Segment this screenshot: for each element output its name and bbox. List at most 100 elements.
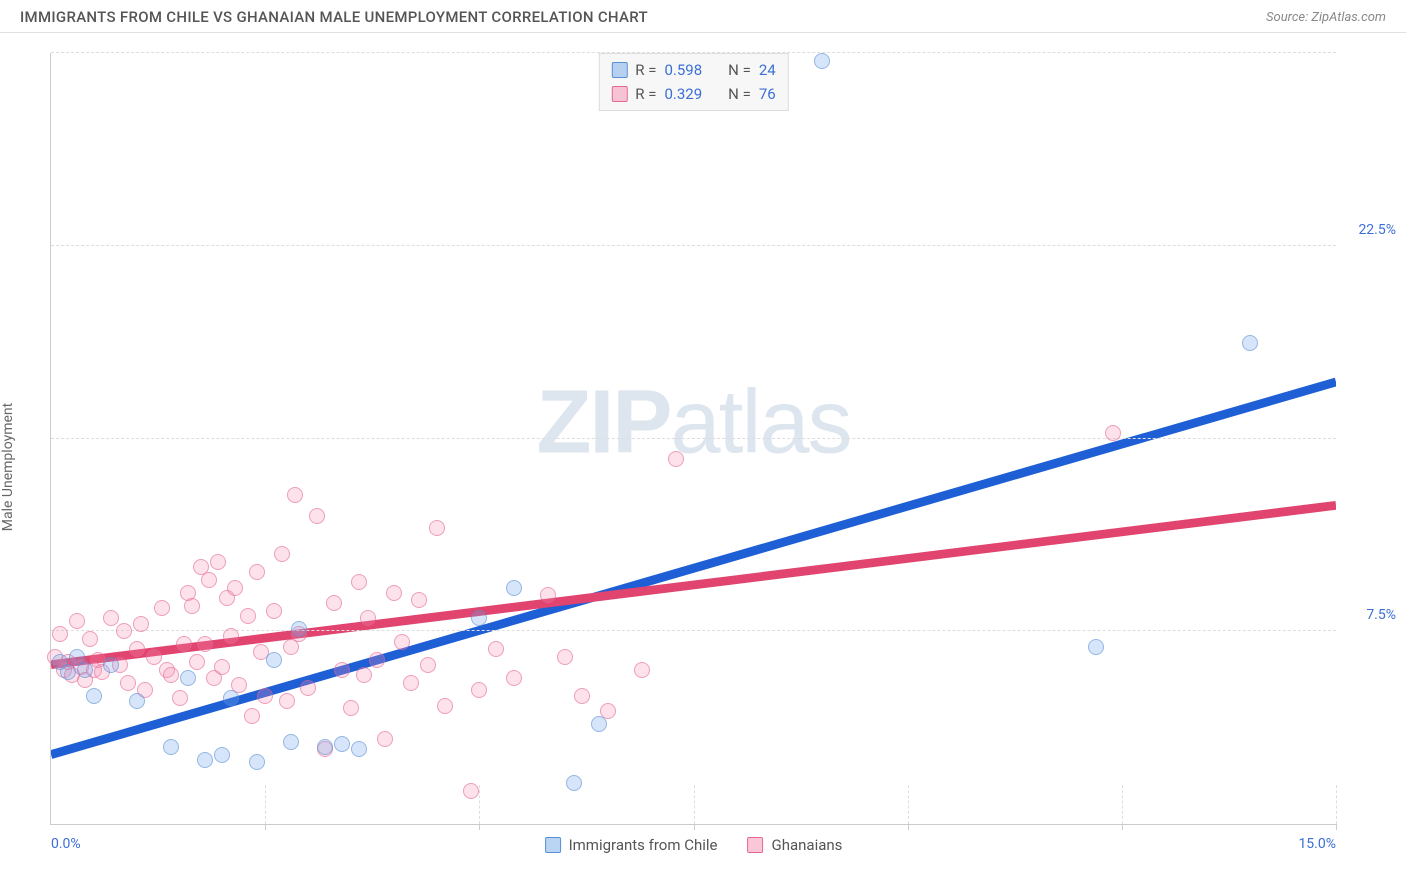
data-point <box>103 657 119 673</box>
data-point <box>176 636 192 652</box>
gridline-v <box>1336 785 1337 824</box>
data-point <box>351 574 367 590</box>
data-point <box>69 613 85 629</box>
data-point <box>249 754 265 770</box>
data-point <box>377 731 393 747</box>
data-point <box>223 628 239 644</box>
data-point <box>184 598 200 614</box>
data-point <box>129 693 145 709</box>
data-point <box>506 670 522 686</box>
legend-r-value: 0.329 <box>664 82 702 106</box>
chart-container: Male Unemployment ZIPatlas R = 0.598 N =… <box>0 33 1406 885</box>
gridline-h <box>51 245 1336 246</box>
data-point <box>351 741 367 757</box>
data-point <box>244 708 260 724</box>
data-point <box>266 603 282 619</box>
data-point <box>249 564 265 580</box>
x-tick <box>1336 824 1337 830</box>
data-point <box>214 659 230 675</box>
legend-n-label: N = <box>728 82 751 106</box>
data-point <box>360 610 376 626</box>
data-point <box>103 610 119 626</box>
gridline-h <box>51 52 1336 53</box>
data-point <box>566 775 582 791</box>
data-point <box>197 636 213 652</box>
gridline-h <box>51 438 1336 439</box>
data-point <box>334 736 350 752</box>
data-point <box>82 631 98 647</box>
gridline-v <box>479 785 480 824</box>
data-point <box>309 508 325 524</box>
legend-swatch <box>611 62 627 78</box>
watermark: ZIPatlas <box>536 372 850 475</box>
data-point <box>634 662 650 678</box>
data-point <box>86 688 102 704</box>
data-point <box>197 752 213 768</box>
data-point <box>154 600 170 616</box>
legend-top: R = 0.598 N = 24 R = 0.329 N = 76 <box>598 53 788 111</box>
data-point <box>471 682 487 698</box>
data-point <box>257 688 273 704</box>
data-point <box>189 654 205 670</box>
data-point <box>488 641 504 657</box>
trend-line <box>51 505 1336 664</box>
data-point <box>506 580 522 596</box>
data-point <box>201 572 217 588</box>
data-point <box>343 700 359 716</box>
data-point <box>116 623 132 639</box>
data-point <box>386 585 402 601</box>
data-point <box>133 616 149 632</box>
legend-label: Ghanaians <box>772 836 843 854</box>
data-point <box>1105 425 1121 441</box>
x-tick <box>1122 824 1123 830</box>
data-point <box>279 693 295 709</box>
data-point <box>283 734 299 750</box>
data-point <box>437 698 453 714</box>
data-point <box>180 670 196 686</box>
y-tick-label: 22.5% <box>1346 222 1396 238</box>
data-point <box>210 554 226 570</box>
legend-r-value: 0.598 <box>664 58 702 82</box>
data-point <box>557 649 573 665</box>
data-point <box>163 667 179 683</box>
legend-swatch <box>545 837 561 853</box>
legend-item: Immigrants from Chile <box>545 836 718 854</box>
data-point <box>163 739 179 755</box>
data-point <box>814 53 830 69</box>
gridline-h <box>51 630 1336 631</box>
x-tick <box>265 824 266 830</box>
data-point <box>129 641 145 657</box>
x-tick-label: 15.0% <box>1298 836 1336 852</box>
legend-item: Ghanaians <box>748 836 843 854</box>
x-tick <box>908 824 909 830</box>
legend-n-value: 24 <box>759 58 776 82</box>
data-point <box>1088 639 1104 655</box>
data-point <box>540 587 556 603</box>
y-tick-label: 7.5% <box>1346 607 1396 623</box>
data-point <box>317 739 333 755</box>
data-point <box>223 690 239 706</box>
gridline-v <box>1122 785 1123 824</box>
data-point <box>403 675 419 691</box>
legend-row: R = 0.598 N = 24 <box>611 58 775 82</box>
data-point <box>291 621 307 637</box>
data-point <box>429 520 445 536</box>
gridline-v <box>694 785 695 824</box>
data-point <box>668 451 684 467</box>
data-point <box>334 662 350 678</box>
legend-swatch <box>611 86 627 102</box>
watermark-zip: ZIP <box>536 373 670 473</box>
legend-row: R = 0.329 N = 76 <box>611 82 775 106</box>
gridline-v <box>908 785 909 824</box>
data-point <box>394 634 410 650</box>
data-point <box>1242 335 1258 351</box>
source-label: Source: ZipAtlas.com <box>1266 10 1386 25</box>
data-point <box>420 657 436 673</box>
gridline-v <box>265 785 266 824</box>
data-point <box>356 667 372 683</box>
data-point <box>120 675 136 691</box>
data-point <box>146 649 162 665</box>
data-point <box>574 688 590 704</box>
data-point <box>463 783 479 799</box>
x-tick-label: 0.0% <box>51 836 81 852</box>
